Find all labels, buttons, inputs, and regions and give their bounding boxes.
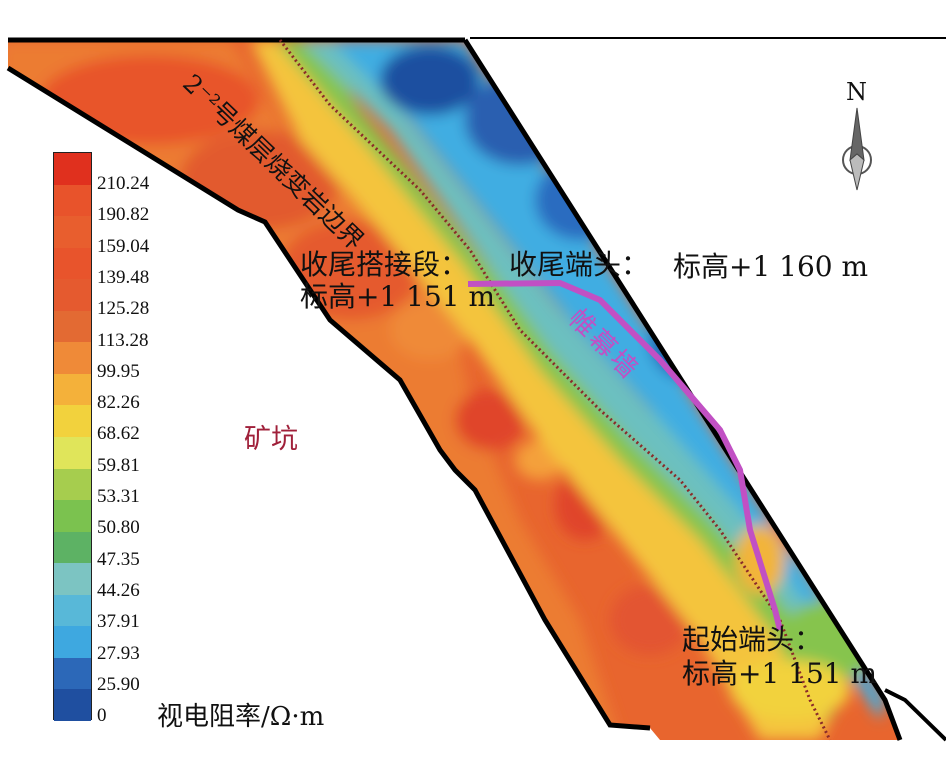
legend-swatch [54, 626, 91, 659]
legend-swatch [54, 153, 91, 186]
legend-value: 59.81 [97, 454, 140, 476]
legend-swatch [54, 437, 91, 470]
legend-swatch [54, 563, 91, 596]
legend-value: 159.04 [97, 235, 150, 257]
legend-value: 27.93 [97, 642, 140, 664]
legend-value: 113.28 [97, 329, 149, 351]
legend-swatch [54, 184, 91, 217]
legend-color-bar [53, 152, 92, 722]
legend-swatch [54, 279, 91, 312]
legend-value: 44.26 [97, 579, 140, 601]
legend-swatch [54, 500, 91, 533]
legend-value: 82.26 [97, 392, 140, 414]
pit-label: 矿坑 [244, 424, 298, 455]
north-label: N [846, 78, 867, 106]
legend-value: 125.28 [97, 298, 150, 320]
legend-swatch [54, 689, 91, 722]
north-arrow-icon [842, 107, 872, 191]
legend-swatch [54, 405, 91, 438]
legend-value: 139.48 [97, 266, 150, 288]
legend-swatch [54, 310, 91, 343]
legend-value: 47.35 [97, 548, 140, 570]
legend-swatch [54, 531, 91, 564]
legend-value: 68.62 [97, 423, 140, 445]
legend-title: 视电阻率/Ω·m [157, 702, 325, 732]
burnt-rock-boundary-line [278, 39, 832, 741]
tail-lap-elevation: 标高+1 151 m [300, 280, 496, 313]
legend-value: 25.90 [97, 673, 140, 695]
legend-swatch [54, 468, 91, 501]
legend-value: 190.82 [97, 204, 150, 226]
legend-swatch [54, 247, 91, 280]
tail-end-elevation: 标高+1 160 m [673, 250, 869, 283]
legend-value: 0 [97, 705, 107, 726]
survey-boundary [6, 37, 946, 742]
legend-value: 50.80 [97, 517, 140, 539]
legend-swatch [54, 216, 91, 249]
legend-value: 99.95 [97, 360, 140, 382]
start-end-elevation: 标高+1 151 m [682, 657, 878, 690]
legend-swatch [54, 373, 91, 406]
start-end-name: 起始端头： [682, 623, 823, 656]
legend-value: 210.24 [97, 173, 150, 194]
legend-swatch [54, 342, 91, 375]
legend-swatch [54, 657, 91, 690]
tail-lap-name: 收尾搭接段： [300, 248, 469, 281]
legend-value: 37.91 [97, 611, 140, 633]
legend-swatch [54, 594, 91, 627]
tail-end-name: 收尾端头： [509, 248, 650, 281]
legend-value: 53.31 [97, 486, 140, 507]
curtain-wall-line [467, 280, 783, 631]
